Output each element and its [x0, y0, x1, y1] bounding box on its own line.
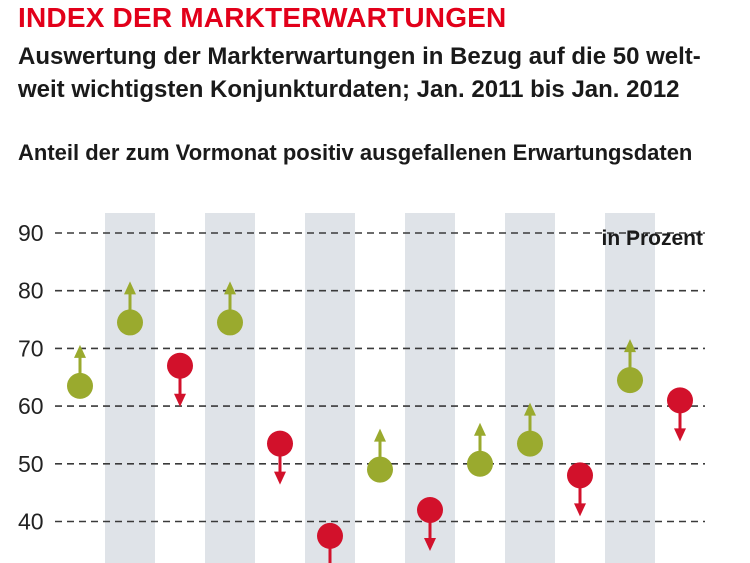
rising-marker: [517, 402, 543, 457]
y-tick-label: 50: [18, 451, 44, 477]
rising-marker: [367, 428, 393, 483]
data-point: [317, 522, 343, 549]
data-point: [217, 309, 243, 336]
data-point: [167, 352, 193, 379]
data-point: [267, 430, 293, 457]
data-point: [517, 430, 543, 457]
arrow-up-icon: [524, 402, 536, 416]
series-label: Anteil der zum Vormonat positiv ausgefal…: [18, 140, 693, 165]
background-band: [105, 213, 155, 563]
rising-marker: [617, 339, 643, 394]
y-tick-label: 70: [18, 335, 44, 361]
arrow-down-icon: [674, 428, 686, 442]
chart-subtitle: Auswertung der Markterwartungen in Bezug…: [18, 43, 701, 103]
y-tick-label: 90: [18, 220, 44, 246]
y-tick-label: 80: [18, 278, 44, 304]
data-point: [117, 309, 143, 336]
falling-marker: [667, 387, 693, 442]
gridlines: [55, 232, 705, 523]
y-tick-label: 60: [18, 393, 44, 419]
rising-marker: [117, 281, 143, 336]
arrow-up-icon: [374, 428, 386, 442]
data-point: [467, 450, 493, 477]
chart-title: INDEX DER MARKTERWARTUNGEN: [18, 2, 507, 33]
arrow-down-icon: [424, 537, 436, 551]
data-markers: [67, 281, 693, 563]
rising-marker: [467, 422, 493, 477]
data-point: [617, 367, 643, 394]
background-band: [505, 213, 555, 563]
falling-marker: [167, 352, 193, 407]
arrow-up-icon: [74, 344, 86, 358]
falling-marker: [567, 462, 593, 517]
data-point: [417, 496, 443, 523]
falling-marker: [267, 430, 293, 485]
data-point: [367, 456, 393, 483]
data-point: [667, 387, 693, 414]
falling-marker: [417, 496, 443, 551]
falling-marker: [317, 522, 343, 563]
arrow-up-icon: [124, 281, 136, 295]
arrow-down-icon: [574, 503, 586, 517]
arrow-up-icon: [224, 281, 236, 295]
y-axis: 90 80 70 60 50 40: [18, 220, 44, 535]
y-tick-label: 40: [18, 509, 44, 535]
arrow-down-icon: [274, 471, 286, 485]
arrow-up-icon: [624, 339, 636, 353]
rising-marker: [217, 281, 243, 336]
arrow-up-icon: [474, 422, 486, 436]
background-bands: [105, 213, 655, 563]
rising-marker: [67, 344, 93, 399]
background-band: [305, 213, 355, 563]
data-point: [67, 372, 93, 399]
background-band: [205, 213, 255, 563]
arrow-down-icon: [174, 393, 186, 407]
unit-label: in Prozent: [601, 227, 703, 250]
data-point: [567, 462, 593, 489]
